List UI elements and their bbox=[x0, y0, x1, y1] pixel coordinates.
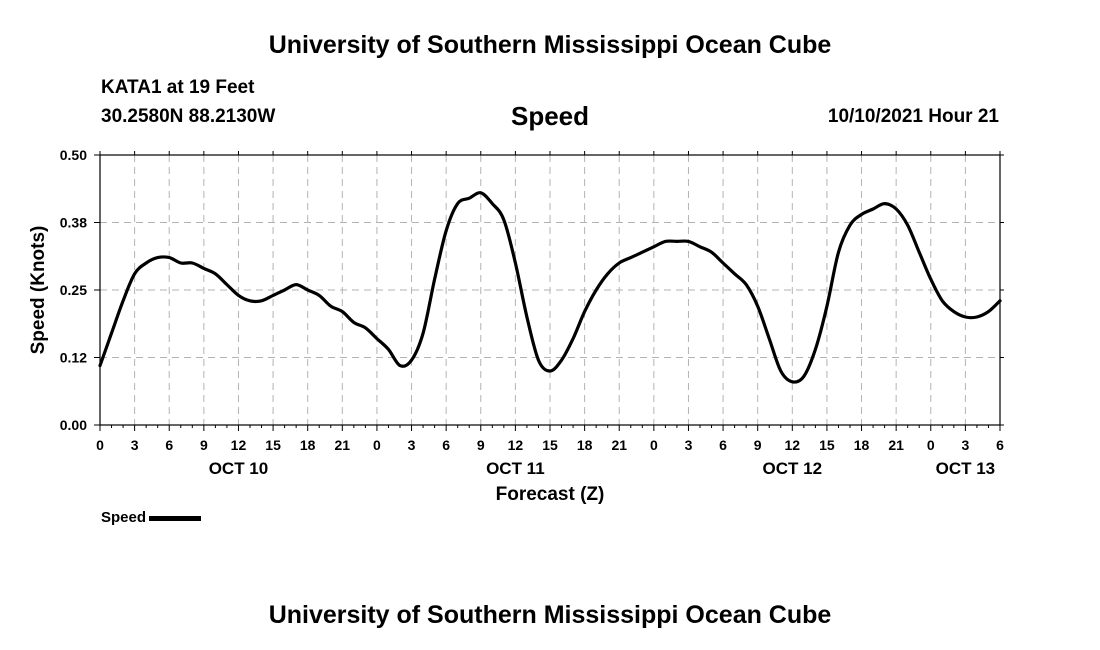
x-tick-label: 9 bbox=[200, 437, 208, 453]
x-tick-label: 6 bbox=[996, 437, 1004, 453]
legend-swatch bbox=[149, 515, 202, 521]
legend: Speed bbox=[101, 509, 202, 526]
station-label: KATA1 at 19 Feet bbox=[101, 77, 255, 98]
x-tick-label: 6 bbox=[719, 437, 727, 453]
x-tick-label: 18 bbox=[854, 437, 870, 453]
x-tick-label: 21 bbox=[335, 437, 351, 453]
y-tick-label: 0.12 bbox=[60, 350, 87, 366]
x-tick-label: 9 bbox=[754, 437, 762, 453]
date-label: OCT 13 bbox=[936, 459, 996, 478]
x-tick-label: 18 bbox=[300, 437, 316, 453]
x-tick-label: 12 bbox=[508, 437, 524, 453]
coordinates-label: 30.2580N 88.2130W bbox=[101, 106, 276, 127]
chart-bottom-title: University of Southern Mississippi Ocean… bbox=[268, 601, 832, 629]
speed-series-line bbox=[98, 191, 1002, 384]
x-tick-label: 3 bbox=[408, 437, 416, 453]
date-label: OCT 11 bbox=[486, 459, 545, 478]
x-tick-label: 0 bbox=[373, 437, 381, 453]
chart-top-title: University of Southern Mississippi Ocean… bbox=[268, 31, 832, 59]
x-tick-label: 12 bbox=[231, 437, 247, 453]
x-tick-label: 9 bbox=[477, 437, 485, 453]
y-tick-label: 0.38 bbox=[60, 215, 87, 231]
x-tick-label: 3 bbox=[131, 437, 139, 453]
x-tick-label: 6 bbox=[442, 437, 450, 453]
x-tick-label: 15 bbox=[819, 437, 835, 453]
y-tick-label: 0.00 bbox=[60, 417, 87, 433]
legend-label: Speed bbox=[101, 509, 147, 526]
datetime-label: 10/10/2021 Hour 21 bbox=[827, 106, 999, 127]
x-tick-label: 15 bbox=[542, 437, 558, 453]
x-tick-label: 21 bbox=[888, 437, 904, 453]
x-tick-label: 0 bbox=[650, 437, 658, 453]
y-tick-label: 0.50 bbox=[60, 147, 87, 163]
x-tick-label: 18 bbox=[577, 437, 593, 453]
x-tick-label: 6 bbox=[165, 437, 173, 453]
date-label: OCT 10 bbox=[209, 459, 269, 478]
x-tick-label: 15 bbox=[265, 437, 281, 453]
x-tick-label: 0 bbox=[927, 437, 935, 453]
x-tick-label: 3 bbox=[685, 437, 693, 453]
chart-subtitle: Speed bbox=[510, 101, 590, 131]
x-tick-label: 21 bbox=[611, 437, 627, 453]
x-tick-label: 0 bbox=[96, 437, 104, 453]
y-tick-label: 0.25 bbox=[60, 282, 87, 298]
date-label: OCT 12 bbox=[763, 459, 823, 478]
x-tick-label: 12 bbox=[785, 437, 801, 453]
y-axis-label: Speed (Knots) bbox=[28, 226, 49, 355]
x-axis-label: Forecast (Z) bbox=[496, 484, 605, 505]
x-tick-label: 3 bbox=[961, 437, 969, 453]
